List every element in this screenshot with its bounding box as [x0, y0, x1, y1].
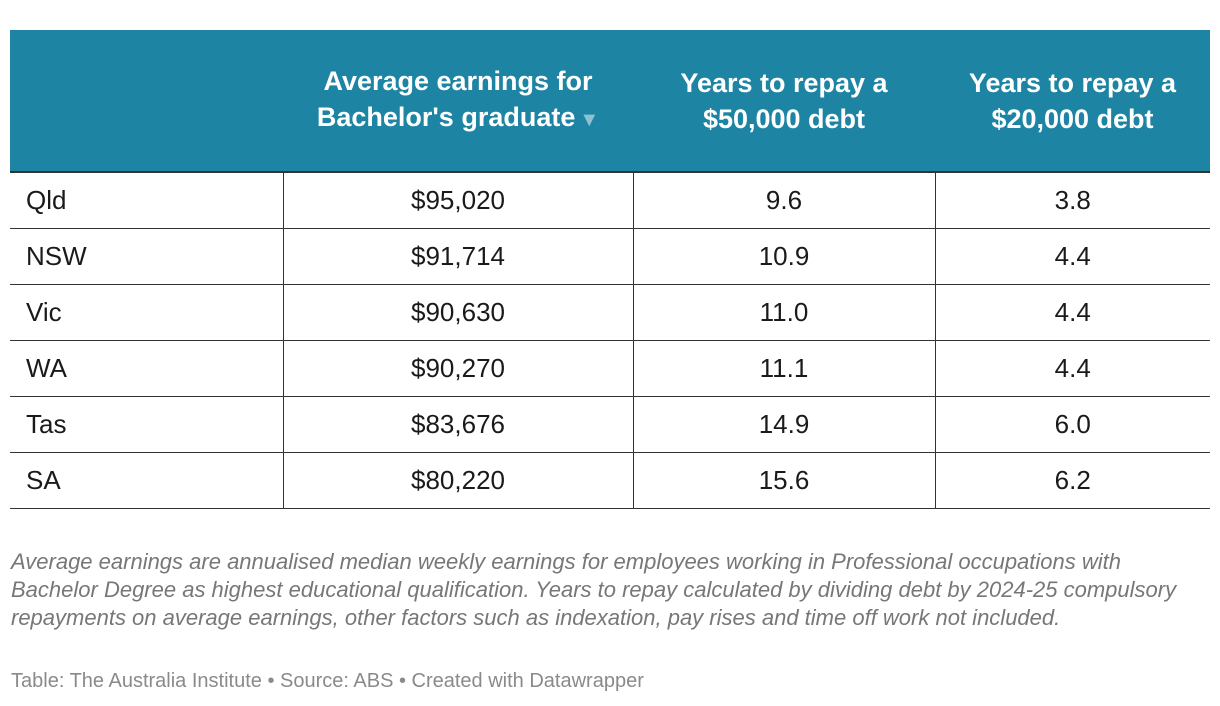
earnings-cell: $90,270 [282, 340, 633, 397]
state-cell: NSW [10, 228, 283, 285]
table-header: Average earnings for Bachelor's graduate… [10, 30, 1210, 172]
years-50k-cell: 11.1 [632, 340, 935, 397]
years-20k-cell: 4.4 [934, 284, 1210, 341]
years-20k-cell: 6.2 [934, 452, 1210, 509]
sort-descending-icon[interactable]: ▼ [579, 109, 600, 131]
state-cell: Qld [10, 171, 283, 229]
earnings-cell: $91,714 [282, 228, 633, 285]
header-earnings-label: Average earnings for Bachelor's graduate [316, 66, 593, 132]
table-row: Qld $95,020 9.6 3.8 [10, 171, 1210, 229]
years-50k-cell: 10.9 [632, 228, 935, 285]
table-body: Qld $95,020 9.6 3.8 NSW $91,714 10.9 4.4… [10, 171, 1210, 509]
table-credits: Table: The Australia Institute • Source:… [11, 670, 644, 692]
earnings-cell: $80,220 [282, 452, 633, 509]
years-20k-cell: 6.0 [934, 396, 1210, 453]
earnings-cell: $83,676 [282, 396, 633, 453]
years-20k-cell: 4.4 [934, 228, 1210, 285]
header-state[interactable] [10, 30, 283, 172]
table-row: Vic $90,630 11.0 4.4 [10, 284, 1210, 341]
years-50k-cell: 11.0 [632, 284, 935, 341]
earnings-cell: $95,020 [282, 171, 633, 229]
data-table-container: Average earnings for Bachelor's graduate… [10, 30, 1210, 509]
years-50k-cell: 9.6 [632, 171, 935, 229]
header-years-50k-label: Years to repay a $50,000 debt [680, 67, 888, 134]
years-50k-cell: 14.9 [632, 396, 935, 453]
state-cell: Tas [10, 396, 283, 453]
header-row: Average earnings for Bachelor's graduate… [10, 30, 1210, 172]
years-20k-cell: 3.8 [934, 171, 1210, 229]
years-50k-cell: 15.6 [632, 452, 935, 509]
state-cell: SA [10, 452, 283, 509]
table-row: SA $80,220 15.6 6.2 [10, 452, 1210, 509]
years-20k-cell: 4.4 [934, 340, 1210, 397]
header-years-20k[interactable]: Years to repay a $20,000 debt [935, 30, 1210, 172]
state-cell: Vic [10, 284, 283, 341]
header-earnings[interactable]: Average earnings for Bachelor's graduate… [283, 30, 633, 172]
table-row: WA $90,270 11.1 4.4 [10, 340, 1210, 397]
header-years-20k-label: Years to repay a $20,000 debt [968, 67, 1177, 134]
table-row: Tas $83,676 14.9 6.0 [10, 396, 1210, 453]
header-years-50k[interactable]: Years to repay a $50,000 debt [633, 30, 935, 172]
earnings-cell: $90,630 [282, 284, 633, 341]
state-cell: WA [10, 340, 283, 397]
table-row: NSW $91,714 10.9 4.4 [10, 228, 1210, 285]
table-notes: Average earnings are annualised median w… [11, 549, 1177, 630]
earnings-table: Average earnings for Bachelor's graduate… [10, 30, 1210, 509]
